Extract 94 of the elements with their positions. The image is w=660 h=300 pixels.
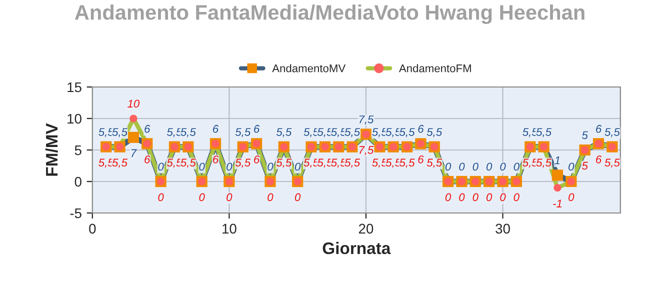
y-tick-label: 0 <box>74 176 82 187</box>
data-label: 6 <box>213 124 219 133</box>
point <box>552 170 564 181</box>
data-label: 0 <box>226 193 232 202</box>
data-label: 5,5 <box>317 128 333 138</box>
data-label: 5,5 <box>344 158 360 168</box>
data-label: 5,5 <box>372 128 388 138</box>
data-label: 5,5 <box>536 158 552 168</box>
data-label: 7 <box>132 149 137 157</box>
data-label: 6 <box>254 124 260 133</box>
data-label: 5,5 <box>98 158 114 168</box>
data-label: 5,5 <box>98 128 114 138</box>
data-label: 5,5 <box>426 158 442 168</box>
data-label: 5,5 <box>112 128 128 138</box>
data-label: 0 <box>472 162 478 171</box>
data-label: 0 <box>568 193 574 202</box>
legend-label: AndamentoMV <box>272 64 346 72</box>
data-label: 0 <box>514 162 520 171</box>
data-label: 0 <box>459 193 465 202</box>
data-label: 0 <box>294 193 301 202</box>
data-label: 5,5 <box>386 128 402 138</box>
data-label: 5,5 <box>304 128 320 138</box>
data-label: 7,5 <box>359 146 374 156</box>
y-tick-label: 10 <box>68 114 82 124</box>
data-label: 5,5 <box>180 128 196 138</box>
data-label: 5,5 <box>604 158 620 168</box>
data-label: 5,5 <box>235 128 251 138</box>
data-label: 0 <box>445 162 452 171</box>
x-tick-label: 30 <box>496 224 510 234</box>
data-label: 5,5 <box>317 158 333 168</box>
data-label: 0 <box>268 193 274 202</box>
data-label: 6 <box>596 155 602 164</box>
data-label: 5,5 <box>235 158 251 168</box>
data-label: 5,5 <box>304 158 320 168</box>
data-label: 0 <box>500 193 506 202</box>
point <box>128 132 139 143</box>
data-label: 0 <box>199 162 205 171</box>
data-label: 0 <box>445 193 452 202</box>
data-label: 0 <box>199 193 205 202</box>
data-label: 0 <box>514 193 520 202</box>
data-label: 0 <box>158 162 164 171</box>
data-label: 5,5 <box>386 158 402 168</box>
data-label: 5 <box>582 131 588 140</box>
legend-label: AndamentoFM <box>398 64 471 72</box>
x-tick-label: 20 <box>358 224 374 234</box>
data-label: 5,5 <box>167 158 182 168</box>
data-label: 0 <box>486 162 492 171</box>
data-label: 5,5 <box>522 128 538 138</box>
data-label: 5,5 <box>112 158 128 168</box>
data-label: 5,5 <box>276 128 292 138</box>
data-label: 6 <box>418 155 424 164</box>
data-label: 5,5 <box>604 128 620 138</box>
data-label: 10 <box>128 100 140 108</box>
chart-title: Andamento FantaMedia/MediaVoto Hwang Heechan <box>74 4 584 24</box>
data-label: 5,5 <box>180 158 196 168</box>
y-axis-title: FM/MV <box>45 123 58 176</box>
data-label: 5,5 <box>331 128 346 138</box>
data-label: 0 <box>294 162 301 171</box>
data-label: 0 <box>486 193 492 202</box>
data-label: 5,5 <box>344 128 360 138</box>
data-label: 6 <box>144 124 150 133</box>
y-tick-label: 15 <box>68 82 82 92</box>
data-label: 5,5 <box>331 158 346 168</box>
data-label: 5,5 <box>426 128 442 138</box>
data-label: 0 <box>500 162 506 171</box>
point <box>130 114 138 122</box>
data-label: 5 <box>582 162 588 170</box>
y-tick-label: -5 <box>70 208 82 218</box>
data-label: 0 <box>472 193 478 202</box>
data-label: 5,5 <box>536 128 552 138</box>
data-label: 5,5 <box>522 158 538 168</box>
data-label: 1 <box>554 156 560 164</box>
data-label: 6 <box>254 155 260 164</box>
data-label: 0 <box>158 193 164 202</box>
data-label: 6 <box>418 124 424 133</box>
y-tick-label: 5 <box>74 145 82 156</box>
data-label: 0 <box>226 162 232 171</box>
data-label: 5,5 <box>400 128 415 138</box>
data-label: 5,5 <box>276 158 292 168</box>
data-label: 0 <box>459 162 465 171</box>
data-label: 6 <box>144 155 150 164</box>
data-label: 5,5 <box>400 158 415 168</box>
data-label: 5,5 <box>167 128 182 138</box>
data-label: 6 <box>596 124 602 133</box>
data-label: -1 <box>553 200 562 208</box>
x-axis-title: Giornata <box>322 242 391 254</box>
data-label: 5,5 <box>372 158 388 168</box>
x-tick-label: 10 <box>222 224 236 234</box>
data-label: 0 <box>568 162 574 171</box>
point <box>554 184 562 192</box>
data-label: 6 <box>213 155 219 164</box>
data-label: 7,5 <box>359 116 374 125</box>
data-label: 0 <box>268 162 274 171</box>
x-tick-label: 0 <box>89 224 96 234</box>
